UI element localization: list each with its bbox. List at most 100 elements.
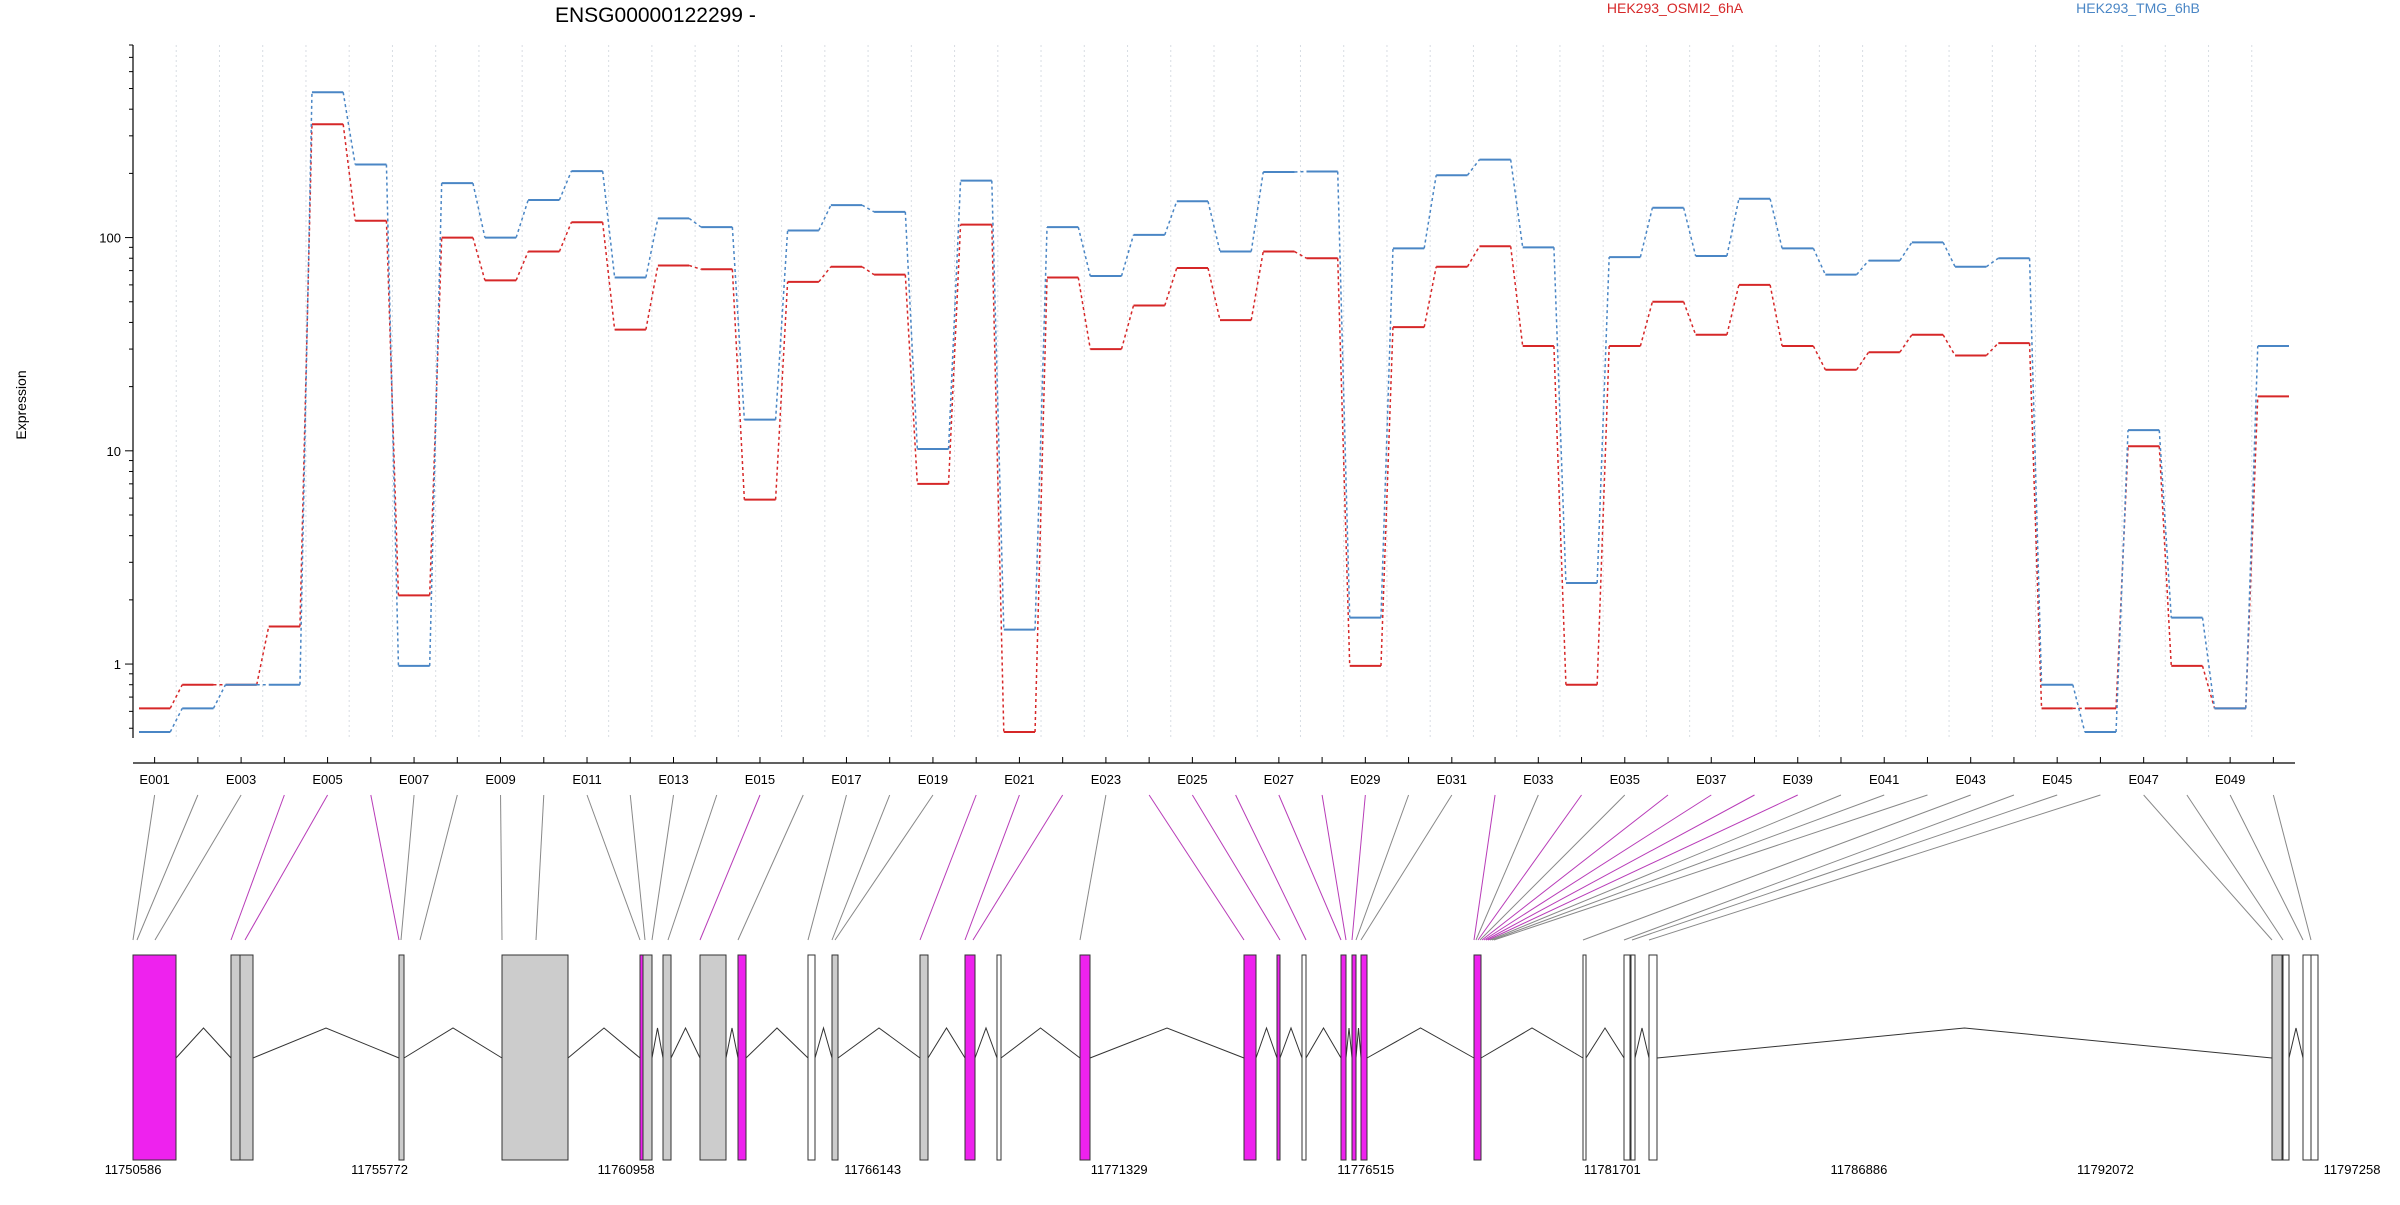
exon-block [2303, 955, 2311, 1160]
exon-block [738, 955, 746, 1160]
bin-connector [1490, 795, 1841, 940]
bin-connector [1279, 795, 1341, 940]
expression-connector [170, 685, 182, 709]
x-tick-label: E023 [1091, 772, 1121, 787]
expression-connector [1857, 261, 1869, 275]
intron-line [975, 1028, 997, 1058]
bin-connector [1352, 795, 1365, 940]
exon-block [133, 955, 176, 1160]
x-tick-label: E039 [1783, 772, 1813, 787]
intron-line [1306, 1028, 1341, 1058]
expression-connector [213, 685, 225, 709]
bin-connector [1236, 795, 1306, 940]
exon-block [965, 955, 975, 1160]
bin-connector [2187, 795, 2283, 940]
intron-line [1356, 1028, 1361, 1058]
bin-connector [1486, 795, 1755, 940]
expression-connector [646, 218, 658, 277]
bin-connector [738, 795, 803, 940]
x-tick-label: E049 [2215, 772, 2245, 787]
x-tick-label: E003 [226, 772, 256, 787]
exon-block [920, 955, 928, 1160]
exon-block [663, 955, 671, 1160]
intron-line [815, 1028, 832, 1058]
x-tick-label: E021 [1004, 772, 1034, 787]
intron-line [1280, 1028, 1302, 1058]
intron-line [404, 1028, 502, 1058]
expression-connector [2159, 430, 2171, 618]
legend-entry: HEK293_OSMI2_6hA [1607, 0, 1744, 16]
x-tick-label: E005 [312, 772, 342, 787]
expression-connector [819, 267, 831, 282]
y-axis-label: Expression [13, 370, 29, 439]
bin-connector [1322, 795, 1346, 940]
intron-line [726, 1028, 738, 1058]
exon-block [1361, 955, 1367, 1160]
genome-coordinate-label: 11755772 [351, 1162, 408, 1177]
x-tick-label: E045 [2042, 772, 2072, 787]
expression-connector [776, 282, 788, 500]
intron-line [176, 1028, 231, 1058]
intron-line [253, 1028, 399, 1058]
expression-connector [1338, 258, 1350, 666]
intron-line [1481, 1028, 1583, 1058]
bin-connector [371, 795, 399, 940]
bin-connector [1624, 795, 2014, 940]
expression-connector [1078, 277, 1090, 349]
exon-block [832, 955, 838, 1160]
exon-block [643, 955, 652, 1160]
exon-block [1302, 955, 1306, 1160]
exon-block [997, 955, 1001, 1160]
intron-line [568, 1028, 640, 1058]
intron-line [1256, 1028, 1277, 1058]
bin-connector [1484, 795, 1711, 940]
intron-line [1586, 1028, 1624, 1058]
bin-connector [2144, 795, 2272, 940]
bin-connector [1474, 795, 1495, 940]
intron-line [1001, 1028, 1080, 1058]
expression-connector [1511, 160, 1523, 248]
intron-line [838, 1028, 920, 1058]
exon-block [399, 955, 404, 1160]
x-tick-label: E041 [1869, 772, 1899, 787]
intron-line [1090, 1028, 1244, 1058]
exon-block [808, 955, 815, 1160]
bin-connector [1488, 795, 1798, 940]
expression-connector [2030, 343, 2042, 708]
intron-line [746, 1028, 808, 1058]
y-tick-label: 10 [107, 444, 121, 459]
bin-connector [1080, 795, 1106, 940]
exon-block [1583, 955, 1586, 1160]
expression-connector [1381, 248, 1393, 617]
bin-connector [1494, 795, 1927, 940]
genome-coordinate-label: 11792072 [2077, 1162, 2134, 1177]
chart-title: ENSG00000122299 - [555, 4, 756, 27]
bin-connector [973, 795, 1063, 940]
bin-connector [1192, 795, 1280, 940]
expression-connector [1035, 227, 1047, 630]
x-tick-label: E031 [1437, 772, 1467, 787]
x-tick-label: E017 [831, 772, 861, 787]
expression-connector [1294, 252, 1306, 259]
y-tick-label: 100 [99, 231, 121, 246]
bin-connector [401, 795, 414, 940]
exon-block [1352, 955, 1356, 1160]
bin-connector [1478, 795, 1582, 940]
exon-block [2272, 955, 2282, 1160]
expression-connector [1122, 306, 1134, 350]
bin-connector [920, 795, 976, 940]
bin-connector [420, 795, 457, 940]
exon-block [1277, 955, 1280, 1160]
exon-block [1631, 955, 1635, 1160]
x-tick-label: E043 [1956, 772, 1986, 787]
x-tick-label: E047 [2128, 772, 2158, 787]
exon-block [231, 955, 240, 1160]
x-tick-label: E007 [399, 772, 429, 787]
exon-block [700, 955, 726, 1160]
genome-coordinate-label: 11797258 [2324, 1162, 2381, 1177]
intron-line [1346, 1028, 1352, 1058]
